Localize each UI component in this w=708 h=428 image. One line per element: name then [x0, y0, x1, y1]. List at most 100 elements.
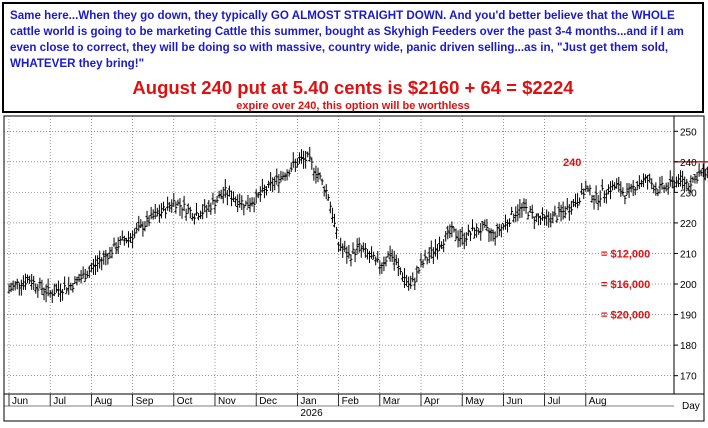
ohlc-bar [244, 200, 248, 207]
ohlc-bar [120, 230, 124, 241]
ohlc-bar [275, 168, 279, 185]
headline-text: August 240 put at 5.40 cents is $2160 + … [132, 77, 574, 98]
ohlc-bar [631, 180, 635, 197]
ohlc-bar [491, 229, 495, 242]
ohlc-bar [38, 277, 42, 289]
ohlc-bar [94, 255, 98, 275]
ohlc-bar [328, 201, 332, 214]
ohlc-bar [347, 244, 351, 259]
ohlc-bar [553, 205, 557, 217]
ohlc-bar [194, 202, 198, 217]
dollar-value-label: = $20,000 [601, 310, 650, 322]
ohlc-bar [289, 162, 293, 173]
x-tick-label: Nov [218, 396, 236, 407]
ohlc-bar [308, 146, 312, 162]
ohlc-bar [444, 230, 448, 242]
ohlc-bar [674, 176, 678, 188]
ohlc-bar [396, 258, 400, 277]
ohlc-bar [54, 283, 58, 293]
ohlc-bar [388, 245, 392, 262]
ohlc-bar [252, 197, 256, 213]
ohlc-bar [13, 280, 17, 291]
ohlc-bar [262, 184, 266, 199]
ohlc-bar [102, 250, 106, 265]
ohlc-bar [503, 214, 507, 230]
ohlc-bar [335, 226, 339, 239]
ohlc-bar [332, 213, 336, 228]
ohlc-bar [699, 169, 703, 177]
ohlc-bar [61, 288, 65, 301]
ohlc-bar [596, 195, 600, 211]
ohlc-bar [137, 215, 141, 232]
ohlc-bar [246, 195, 250, 210]
ohlc-bar [660, 175, 664, 190]
ohlc-bar [155, 207, 159, 217]
x-tick-label: Aug [94, 396, 112, 407]
ohlc-bar [380, 262, 384, 274]
ohlc-bar [468, 231, 472, 242]
ohlc-bar [668, 170, 672, 187]
ohlc-bar [547, 211, 551, 228]
ohlc-bar [254, 189, 258, 204]
x-tick-label: Jun [12, 396, 28, 407]
ohlc-bar [213, 199, 217, 214]
ohlc-bar [641, 173, 645, 188]
ohlc-bar [479, 223, 483, 241]
ohlc-bar [223, 179, 227, 198]
x-tick-label: Feb [342, 396, 360, 407]
ohlc-bar [69, 282, 73, 291]
x-tick-label: Apr [424, 396, 440, 407]
ohlc-bar [126, 231, 130, 248]
ohlc-bar [219, 189, 223, 200]
ohlc-bar [446, 225, 450, 240]
ohlc-bar [310, 157, 314, 170]
ohlc-bar [541, 207, 545, 221]
axis-labels: 170 180 190 200 210 220 230 240 250 Jun Jul Aug Sep O… [4, 127, 700, 419]
x-tick-label: Aug [589, 396, 607, 407]
ohlc-bar [376, 251, 380, 263]
ohlc-bar [679, 170, 683, 187]
ohlc-bar [569, 200, 573, 215]
ohlc-bar [370, 246, 374, 259]
ohlc-bar [619, 181, 623, 197]
ohlc-bar [320, 178, 324, 186]
ohlc-bar [242, 203, 246, 216]
ohlc-bar [633, 186, 637, 196]
ohlc-bar [30, 274, 34, 290]
ohlc-bar [475, 223, 479, 238]
ohlc-bar [382, 256, 386, 272]
ohlc-bar [666, 182, 670, 195]
price-bars [7, 146, 708, 303]
ohlc-bar [600, 179, 604, 191]
ohlc-bar [609, 181, 613, 200]
x-tick-label: Jul [548, 396, 561, 407]
ohlc-bar [236, 194, 240, 212]
ohlc-bar [378, 260, 382, 275]
ohlc-bar [510, 206, 514, 215]
ohlc-bar [561, 201, 565, 220]
ohlc-bar [234, 196, 238, 207]
x-tick-label: Jan [300, 396, 316, 407]
ohlc-bar [7, 283, 11, 294]
ohlc-bar [639, 179, 643, 187]
ohlc-bar [458, 229, 462, 247]
ohlc-bar [405, 275, 409, 287]
ohlc-bar [466, 224, 470, 237]
ohlc-bar [349, 254, 353, 267]
ohlc-bar [656, 189, 660, 197]
ohlc-bar [273, 176, 277, 191]
ohlc-bar [433, 239, 437, 257]
ohlc-bar [578, 197, 582, 206]
commentary-box: Same here...When they go down, they typi… [2, 2, 704, 113]
ohlc-bar [563, 206, 567, 219]
ohlc-bar [543, 214, 547, 226]
ohlc-bar [559, 204, 563, 222]
ohlc-bar [153, 204, 157, 220]
ohlc-bar [536, 213, 540, 226]
ohlc-bar [174, 201, 178, 214]
ohlc-bar [114, 242, 118, 255]
ohlc-bar [664, 182, 668, 192]
ohlc-bar [551, 211, 555, 224]
ohlc-bar [450, 221, 454, 238]
